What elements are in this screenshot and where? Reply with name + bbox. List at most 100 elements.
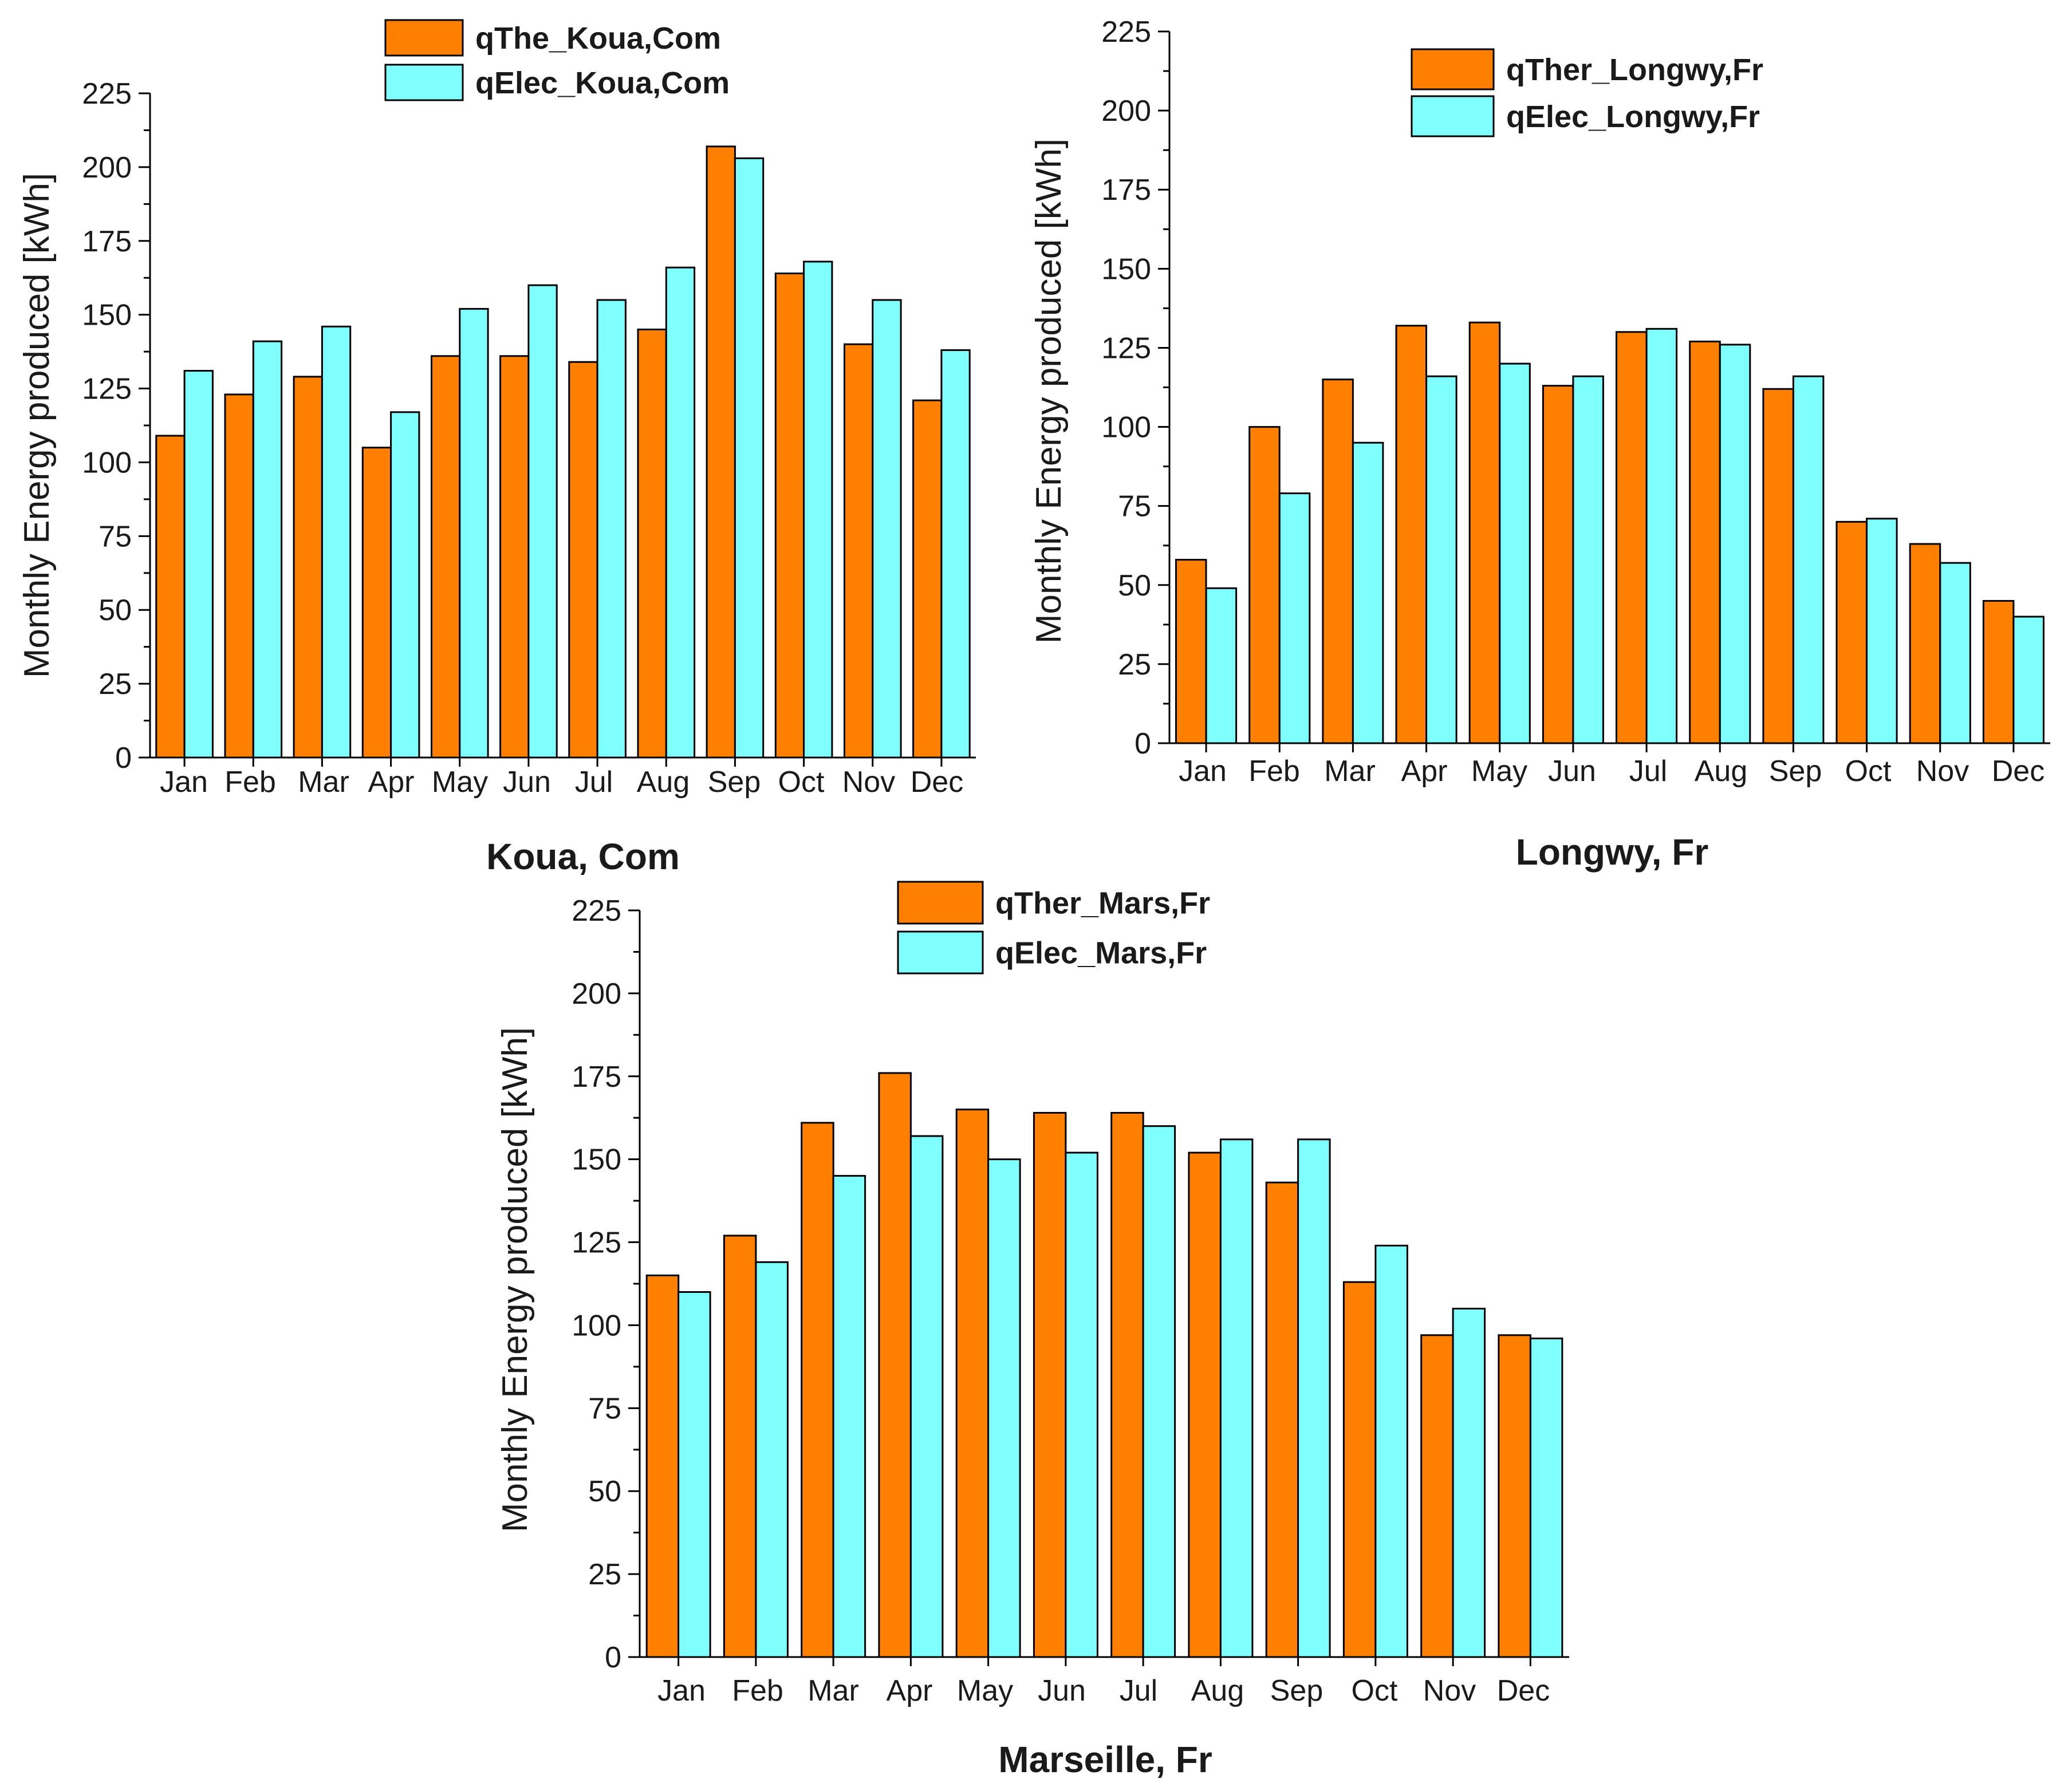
bar-thermal-mar xyxy=(801,1122,834,1658)
bar-electric-dec xyxy=(940,349,971,759)
bar-thermal-apr xyxy=(361,447,392,759)
y-tick-label: 0 xyxy=(115,741,132,775)
bar-thermal-aug xyxy=(1188,1151,1222,1658)
x-tick-label: Jan xyxy=(1179,755,1227,788)
bar-thermal-jan xyxy=(645,1275,680,1658)
bar-electric-may xyxy=(459,307,489,759)
bar-thermal-feb xyxy=(1248,426,1281,744)
bar-electric-jun xyxy=(1572,375,1604,744)
bar-electric-sep xyxy=(734,157,765,759)
x-tick-label: Jun xyxy=(503,766,551,799)
bar-thermal-may xyxy=(1468,321,1501,744)
bar-thermal-dec xyxy=(1498,1334,1531,1658)
bar-thermal-dec xyxy=(912,399,943,759)
y-tick-label: 225 xyxy=(1101,15,1151,49)
x-tick-label: Aug xyxy=(637,766,690,799)
bar-thermal-may xyxy=(955,1109,990,1658)
x-tick-label: Jun xyxy=(1038,1674,1086,1707)
x-tick-label: Sep xyxy=(1769,755,1822,788)
bar-electric-nov xyxy=(1452,1308,1486,1658)
y-tick-label: 25 xyxy=(99,668,132,701)
y-tick-label: 150 xyxy=(1101,253,1151,286)
x-tick-label: Sep xyxy=(708,766,761,799)
legend-label-electric: qElec_Longwy,Fr xyxy=(1506,100,1760,134)
y-tick-label: 50 xyxy=(588,1475,621,1508)
bar-electric-jul xyxy=(1142,1125,1176,1658)
y-tick-label: 0 xyxy=(1135,727,1151,760)
panel-title: Longwy, Fr xyxy=(1516,831,1709,873)
y-tick-label: 50 xyxy=(1118,569,1151,602)
x-tick-label: May xyxy=(957,1674,1013,1707)
y-tick-label: 125 xyxy=(82,373,132,406)
y-tick-label: 200 xyxy=(1101,94,1151,128)
bar-thermal-mar xyxy=(1322,378,1354,744)
bar-thermal-aug xyxy=(1689,340,1721,744)
legend: qTher_Longwy,Fr qElec_Longwy,Fr xyxy=(1411,48,1763,137)
y-tick-label: 125 xyxy=(1101,332,1151,365)
bar-thermal-jan xyxy=(155,435,186,759)
y-tick-label: 200 xyxy=(572,977,621,1011)
x-tick-label: Dec xyxy=(1497,1674,1550,1707)
y-tick-label: 25 xyxy=(588,1558,621,1591)
bar-electric-apr xyxy=(909,1135,944,1658)
bar-electric-may xyxy=(987,1158,1021,1658)
bar-electric-apr xyxy=(1425,375,1458,744)
bar-electric-oct xyxy=(1374,1244,1408,1658)
y-tick-label: 25 xyxy=(1118,648,1151,681)
panel-title: Koua, Com xyxy=(486,836,680,877)
y-tick-label: 75 xyxy=(99,520,132,553)
bar-thermal-mar xyxy=(293,376,323,759)
y-axis-label: Monthly Energy produced [kWh] xyxy=(1029,139,1069,644)
legend-swatch-electric xyxy=(897,930,984,975)
y-tick-label: 200 xyxy=(82,151,132,184)
legend-swatch-electric xyxy=(1411,95,1495,137)
y-tick-label: 100 xyxy=(572,1309,621,1342)
y-tick-label: 150 xyxy=(572,1143,621,1177)
legend-label-electric: qElec_Mars,Fr xyxy=(995,936,1207,971)
x-tick-label: Dec xyxy=(911,766,963,799)
bar-thermal-feb xyxy=(723,1234,757,1658)
chart-panel-2: 0 25 50 75 100 125 150 175 200 225 Jan Feb Mar Apr May… xyxy=(1029,15,2050,873)
x-tick-label: Jan xyxy=(657,1674,706,1707)
chart-panel-3: 0 25 50 75 100 125 150 175 200 225 Jan Feb Mar Apr May… xyxy=(495,881,1569,1779)
bar-electric-oct xyxy=(803,261,833,759)
bar-thermal-jun xyxy=(1033,1112,1067,1658)
x-tick-label: Feb xyxy=(1248,755,1300,788)
bar-electric-jan xyxy=(1205,587,1238,744)
bar-electric-sep xyxy=(1297,1138,1331,1658)
bar-electric-mar xyxy=(832,1175,866,1658)
x-tick-label: Nov xyxy=(1423,1674,1476,1707)
x-tick-label: Aug xyxy=(1191,1674,1244,1707)
bar-electric-jul xyxy=(596,299,627,759)
bar-electric-feb xyxy=(1278,492,1311,744)
bar-electric-dec xyxy=(2012,616,2045,744)
bar-electric-dec xyxy=(1529,1338,1563,1658)
bar-electric-mar xyxy=(321,325,352,759)
x-tick-label: Oct xyxy=(1352,1674,1398,1707)
legend-label-thermal: qThe_Koua,Com xyxy=(475,21,721,56)
bar-thermal-jun xyxy=(1542,385,1574,744)
x-tick-label: Nov xyxy=(1916,755,1969,788)
x-tick-label: Mar xyxy=(1324,755,1376,788)
bar-electric-aug xyxy=(665,266,696,759)
x-tick-label: Feb xyxy=(224,766,276,799)
legend: qTher_Mars,Fr qElec_Mars,Fr xyxy=(897,881,1210,975)
y-tick-label: 175 xyxy=(82,225,132,258)
x-tick-label: May xyxy=(1471,755,1527,788)
bar-electric-feb xyxy=(755,1261,789,1658)
panel-title: Marseille, Fr xyxy=(998,1739,1212,1779)
bar-electric-feb xyxy=(252,340,283,759)
legend-label-thermal: qTher_Longwy,Fr xyxy=(1506,53,1763,87)
y-tick-label: 225 xyxy=(82,77,132,111)
y-tick-label: 75 xyxy=(1118,490,1151,523)
bar-thermal-jul xyxy=(1110,1112,1144,1658)
chart-panel-1: 0 25 50 75 100 125 150 175 200 225 Jan Feb Mar Apr May… xyxy=(17,19,976,877)
y-tick-label: 225 xyxy=(572,894,621,928)
bar-electric-nov xyxy=(1939,562,1971,744)
bar-electric-aug xyxy=(1719,344,1751,744)
bar-electric-mar xyxy=(1352,441,1384,744)
legend: qThe_Koua,Com qElec_Koua,Com xyxy=(384,19,730,101)
x-tick-label: Mar xyxy=(807,1674,859,1707)
x-tick-label: May xyxy=(432,766,488,799)
